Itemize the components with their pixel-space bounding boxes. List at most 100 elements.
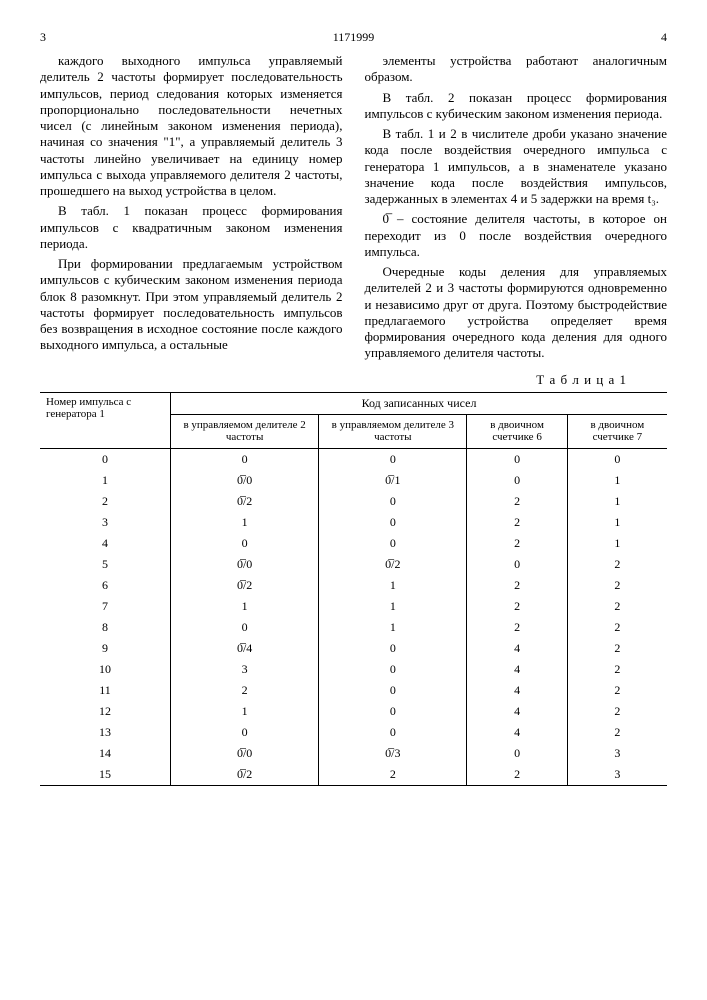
right-column: элементы устройства работают аналогичным… [365,53,668,366]
para: В табл. 2 показан процесс формирования и… [365,90,668,123]
cell-value: 0 [567,449,667,471]
cell-index: 15 [40,764,171,786]
cell-value: 2 [319,764,467,786]
cell-value: 2 [567,722,667,743]
cell-value: 1 [567,470,667,491]
cell-value: 2 [171,680,319,701]
cell-value: 2 [467,596,567,617]
table-row: 140̅/00̅/303 [40,743,667,764]
cell-value: 2 [567,575,667,596]
para: 0̅ – состояние делителя частоты, в котор… [365,211,668,260]
cell-value: 2 [467,617,567,638]
para: Очередные коды деления для управляемых д… [365,264,668,362]
th-group: Код записанных чисел [171,392,668,414]
th-rowlabel: Номер импульса с генератора 1 [40,392,171,448]
cell-value: 0 [171,617,319,638]
cell-value: 0̅/2 [171,575,319,596]
cell-value: 4 [467,638,567,659]
table-row: 121042 [40,701,667,722]
cell-value: 0 [319,701,467,722]
cell-value: 0 [319,659,467,680]
data-table: Номер импульса с генератора 1 Код записа… [40,392,667,786]
cell-value: 1 [319,575,467,596]
cell-index: 14 [40,743,171,764]
cell-value: 2 [467,533,567,554]
table-row: 80122 [40,617,667,638]
cell-value: 0 [467,470,567,491]
cell-value: 0 [319,512,467,533]
table-body: 0000010̅/00̅/10120̅/2021310214002150̅/00… [40,449,667,786]
cell-value: 0 [171,449,319,471]
cell-value: 0 [171,722,319,743]
cell-value: 2 [567,701,667,722]
cell-value: 0 [319,638,467,659]
table-row: 130042 [40,722,667,743]
body-columns: каждого выходного импульса управляемый д… [40,53,667,366]
table-row: 90̅/4042 [40,638,667,659]
doc-number: 1171999 [46,30,661,45]
cell-index: 3 [40,512,171,533]
cell-index: 6 [40,575,171,596]
cell-value: 0 [319,533,467,554]
cell-value: 0̅/2 [171,764,319,786]
cell-value: 4 [467,701,567,722]
table-row: 71122 [40,596,667,617]
cell-value: 3 [171,659,319,680]
cell-value: 0̅/2 [319,554,467,575]
cell-value: 1 [171,701,319,722]
cell-value: 0̅/1 [319,470,467,491]
table-row: 10̅/00̅/101 [40,470,667,491]
para: При формировании предлагаемым устройство… [40,256,343,354]
cell-index: 13 [40,722,171,743]
cell-value: 2 [567,596,667,617]
cell-value: 1 [319,617,467,638]
cell-value: 2 [467,512,567,533]
cell-index: 0 [40,449,171,471]
cell-value: 2 [567,554,667,575]
cell-value: 2 [467,491,567,512]
cell-value: 0̅/4 [171,638,319,659]
para: В табл. 1 показан процесс формирования и… [40,203,343,252]
table-row: 00000 [40,449,667,471]
cell-value: 2 [567,638,667,659]
cell-value: 2 [467,575,567,596]
cell-value: 1 [319,596,467,617]
cell-value: 2 [567,680,667,701]
cell-value: 0̅/2 [171,491,319,512]
cell-value: 0 [319,680,467,701]
table-caption: Т а б л и ц а 1 [40,372,627,388]
left-column: каждого выходного импульса управляемый д… [40,53,343,366]
cell-index: 8 [40,617,171,638]
cell-value: 0 [171,533,319,554]
table-row: 150̅/2223 [40,764,667,786]
table-row: 40021 [40,533,667,554]
th-sub: в управляемом делителе 2 частоты [171,414,319,448]
cell-value: 1 [567,491,667,512]
cell-index: 11 [40,680,171,701]
cell-value: 0̅/3 [319,743,467,764]
table-row: 60̅/2122 [40,575,667,596]
cell-value: 0 [467,449,567,471]
cell-index: 9 [40,638,171,659]
th-sub: в двоичном счетчике 7 [567,414,667,448]
cell-value: 0 [467,743,567,764]
cell-value: 2 [567,659,667,680]
cell-value: 2 [567,617,667,638]
cell-value: 0̅/0 [171,470,319,491]
cell-index: 4 [40,533,171,554]
cell-value: 4 [467,659,567,680]
table-row: 50̅/00̅/202 [40,554,667,575]
cell-value: 4 [467,680,567,701]
table-row: 112042 [40,680,667,701]
cell-value: 4 [467,722,567,743]
cell-value: 1 [171,596,319,617]
th-sub: в управляемом делителе 3 частоты [319,414,467,448]
cell-value: 0 [467,554,567,575]
page-header: 3 1171999 4 [40,30,667,45]
cell-value: 0 [319,722,467,743]
cell-value: 0̅/0 [171,554,319,575]
cell-value: 2 [467,764,567,786]
cell-index: 2 [40,491,171,512]
table-row: 31021 [40,512,667,533]
cell-value: 1 [567,533,667,554]
